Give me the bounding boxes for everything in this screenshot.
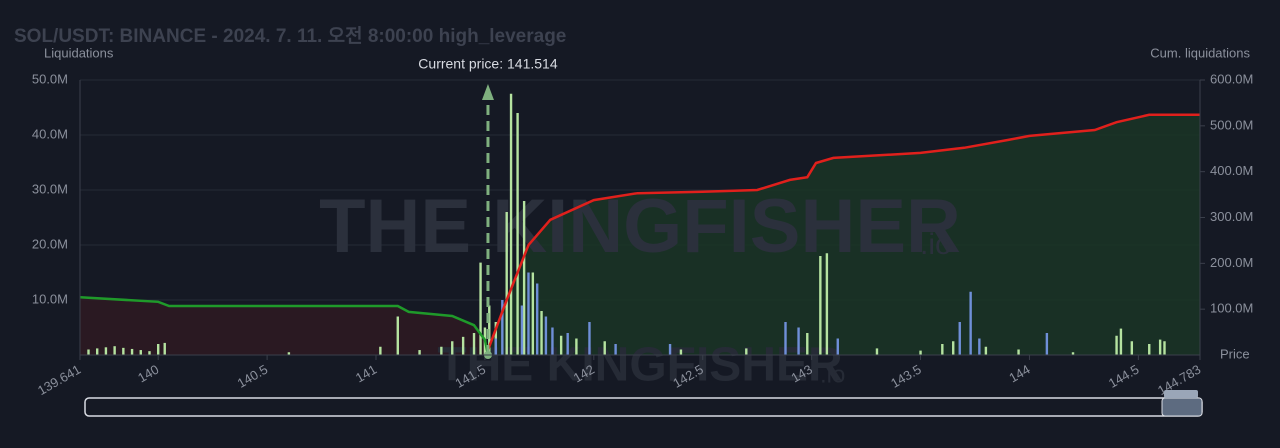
bar bbox=[588, 322, 591, 355]
bar bbox=[603, 341, 606, 355]
plot-under bbox=[80, 79, 1200, 355]
y2-tick-label: 500.0M bbox=[1210, 117, 1253, 132]
annotation: Current price: 141.514 bbox=[418, 56, 558, 72]
bar bbox=[679, 349, 683, 355]
y2-tick-label: 200.0M bbox=[1210, 255, 1253, 270]
bar bbox=[1130, 341, 1134, 355]
bar bbox=[87, 349, 90, 355]
y-tick-label: 50.0M bbox=[32, 71, 68, 86]
bar bbox=[958, 322, 961, 355]
bar bbox=[520, 305, 524, 355]
bar bbox=[379, 346, 382, 355]
bar bbox=[984, 346, 988, 355]
bar bbox=[614, 344, 617, 355]
y-tick-label: 40.0M bbox=[32, 126, 68, 141]
current-price-arrow bbox=[481, 84, 494, 100]
bar bbox=[836, 338, 839, 355]
y2-tick-label: 600.0M bbox=[1210, 71, 1253, 86]
bar bbox=[509, 93, 513, 355]
y2-tick-label: 100.0M bbox=[1210, 301, 1253, 316]
bar bbox=[461, 336, 465, 355]
bar bbox=[978, 338, 981, 355]
bar bbox=[919, 350, 922, 355]
bar bbox=[1119, 328, 1123, 355]
bar bbox=[96, 348, 99, 355]
bar bbox=[396, 316, 399, 355]
bar bbox=[535, 283, 539, 355]
bar bbox=[559, 335, 563, 355]
scrollbar-grip[interactable] bbox=[1164, 390, 1198, 398]
bar bbox=[566, 333, 569, 355]
bar bbox=[418, 350, 421, 355]
y2-tick-label: 300.0M bbox=[1210, 209, 1253, 224]
bar bbox=[531, 272, 535, 355]
area bbox=[488, 114, 1200, 355]
bar bbox=[1158, 339, 1162, 355]
bar bbox=[1148, 344, 1151, 355]
bar bbox=[575, 338, 578, 355]
bar bbox=[440, 346, 443, 355]
bar bbox=[551, 327, 554, 355]
y2-tick-label: 400.0M bbox=[1210, 163, 1253, 178]
line bbox=[486, 113, 1200, 351]
bar bbox=[501, 300, 504, 355]
bar bbox=[797, 327, 800, 355]
bar bbox=[122, 347, 125, 355]
watermark: THE KINGFISHER bbox=[437, 339, 842, 392]
bar bbox=[527, 272, 530, 355]
y-axis-label: Liquidations bbox=[44, 45, 114, 60]
bar bbox=[287, 352, 291, 355]
bar bbox=[825, 253, 829, 355]
bar bbox=[494, 338, 498, 355]
bar bbox=[451, 341, 454, 355]
bar bbox=[1071, 352, 1075, 355]
bar bbox=[156, 344, 160, 355]
bar bbox=[472, 333, 476, 355]
bar bbox=[130, 348, 134, 355]
bar bbox=[148, 351, 151, 355]
bar bbox=[941, 344, 944, 355]
bar bbox=[1017, 349, 1020, 355]
y-tick-label: 10.0M bbox=[32, 291, 68, 306]
bar bbox=[1163, 341, 1166, 355]
bar bbox=[104, 347, 108, 355]
bar bbox=[163, 342, 166, 355]
bar bbox=[479, 262, 482, 355]
watermark: THE KINGFISHER bbox=[319, 184, 961, 269]
bar bbox=[784, 322, 787, 355]
bar bbox=[544, 316, 548, 355]
bar bbox=[540, 311, 543, 355]
chart-title: SOL/USDT: BINANCE - 2024. 7. 11. 오전 8:00… bbox=[14, 25, 566, 47]
y2-axis-label: Cum. liquidations bbox=[1150, 45, 1250, 60]
bar bbox=[505, 212, 508, 355]
bar bbox=[819, 256, 822, 355]
x-axis-label: Price bbox=[1220, 346, 1250, 361]
bar bbox=[1115, 335, 1118, 355]
bar bbox=[969, 291, 972, 355]
bar bbox=[516, 113, 519, 355]
bar bbox=[113, 346, 116, 355]
bar bbox=[139, 350, 142, 355]
y-tick-label: 30.0M bbox=[32, 181, 68, 196]
bar bbox=[806, 333, 809, 355]
y-tick-label: 20.0M bbox=[32, 236, 68, 251]
bar bbox=[1045, 333, 1049, 355]
bar bbox=[745, 348, 748, 355]
watermark-suffix: .io bbox=[820, 361, 845, 388]
line bbox=[79, 296, 490, 356]
bar bbox=[952, 341, 955, 355]
scrollbar-handle[interactable] bbox=[1161, 397, 1203, 417]
watermark-suffix: .io bbox=[920, 228, 952, 261]
area bbox=[80, 297, 488, 355]
bar bbox=[668, 344, 672, 355]
bar bbox=[522, 201, 526, 355]
bar bbox=[875, 348, 879, 355]
